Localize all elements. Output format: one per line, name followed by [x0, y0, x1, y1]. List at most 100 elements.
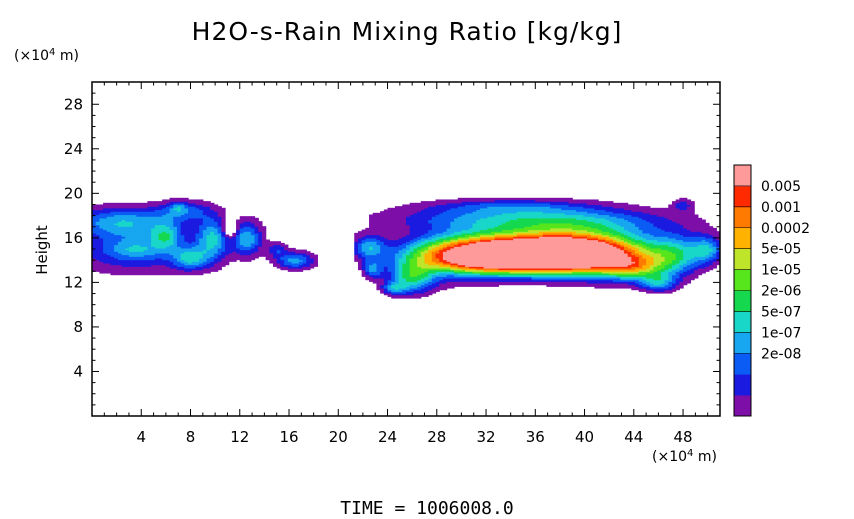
rain-cell — [657, 264, 666, 267]
rain-cell — [369, 247, 374, 251]
rain-cell — [675, 221, 706, 224]
rain-cell — [284, 261, 293, 264]
rain-cell — [627, 219, 647, 222]
rain-cell — [513, 231, 540, 234]
rain-cell — [671, 202, 677, 206]
rain-cell — [653, 242, 680, 246]
rain-cell — [383, 209, 422, 212]
rain-cell — [627, 241, 636, 244]
rain-cell — [424, 252, 433, 256]
rain-cell — [627, 237, 636, 241]
rain-cell — [394, 287, 400, 291]
rain-cell — [217, 251, 222, 254]
rain-cell — [199, 224, 219, 227]
rain-cell — [114, 232, 152, 236]
rain-cell — [675, 254, 684, 257]
rain-cell — [258, 249, 270, 252]
rain-cell — [472, 231, 492, 234]
rain-cell — [612, 211, 644, 214]
rain-cell — [683, 226, 714, 229]
rain-cell — [121, 234, 152, 237]
rain-cell — [461, 244, 614, 247]
rain-cell — [376, 242, 385, 246]
rain-cell — [708, 259, 717, 262]
rain-cell — [402, 236, 418, 239]
rain-cell — [284, 262, 304, 266]
rain-cell — [601, 271, 640, 274]
rain-cell — [598, 237, 607, 241]
rain-cell — [372, 247, 381, 251]
rain-cell — [439, 259, 448, 262]
rain-cell — [502, 212, 566, 216]
rain-cell — [409, 271, 426, 274]
rain-cell — [716, 241, 720, 244]
rain-cell — [417, 256, 426, 259]
rain-cell — [623, 236, 632, 239]
rain-cell — [391, 291, 407, 294]
rain-cell — [103, 237, 123, 241]
rain-cell — [638, 279, 647, 282]
rain-cell — [387, 269, 396, 272]
rain-cell — [210, 247, 219, 251]
rain-cell — [642, 217, 669, 221]
rain-cell — [679, 207, 688, 211]
rain-cell — [683, 249, 714, 252]
rain-cell — [664, 279, 673, 282]
rain-cell — [642, 239, 658, 242]
rain-cell — [202, 254, 215, 257]
rain-cell — [158, 236, 171, 239]
rain-cell — [531, 277, 621, 281]
rain-cell — [575, 217, 607, 221]
rain-cell — [213, 262, 230, 266]
rain-cell — [376, 241, 385, 244]
rain-cell — [468, 237, 481, 241]
rain-cell — [527, 229, 588, 232]
rain-cell — [176, 234, 185, 237]
rain-cell — [125, 247, 149, 251]
rain-cell — [439, 272, 459, 276]
rain-cell — [376, 237, 389, 241]
colorbar-label: 0.001 — [761, 200, 801, 216]
rain-cell — [213, 246, 222, 249]
rain-cell — [442, 211, 474, 214]
rain-cell — [712, 262, 720, 266]
rain-cell — [357, 249, 363, 252]
rain-cell — [620, 231, 632, 234]
rain-cell — [409, 257, 418, 261]
rain-cell — [671, 284, 677, 287]
rain-cell — [583, 206, 614, 209]
rain-cell — [494, 199, 536, 202]
rain-cell — [180, 222, 204, 226]
rain-cell — [435, 236, 448, 239]
x-tick-label: 28 — [427, 428, 446, 446]
rain-cell — [376, 267, 385, 271]
rain-cell — [531, 224, 584, 227]
rain-cell — [716, 254, 720, 257]
rain-cell — [269, 246, 285, 249]
rain-cell — [213, 209, 226, 212]
rain-cell — [409, 227, 433, 231]
rain-cell — [365, 276, 374, 279]
rain-cell — [712, 257, 720, 261]
rain-cell — [668, 276, 673, 279]
rain-cell — [173, 256, 182, 259]
rain-cell — [202, 261, 211, 264]
rain-cell — [180, 207, 189, 211]
rain-cell — [202, 267, 222, 271]
rain-cell — [206, 234, 219, 237]
rain-cell — [428, 269, 455, 272]
rain-cell — [232, 234, 237, 237]
rain-cell — [671, 266, 680, 269]
rain-cell — [110, 231, 152, 234]
rain-cell — [103, 261, 174, 264]
rain-cell — [239, 236, 256, 239]
rain-cell — [572, 232, 592, 236]
rain-cell — [420, 234, 433, 237]
rain-cell — [265, 257, 278, 261]
rain-cell — [191, 269, 219, 272]
rain-cell — [313, 259, 318, 262]
rain-cell — [572, 236, 588, 239]
rain-cell — [660, 271, 669, 274]
rain-cell — [616, 222, 636, 226]
rain-cell — [609, 226, 625, 229]
